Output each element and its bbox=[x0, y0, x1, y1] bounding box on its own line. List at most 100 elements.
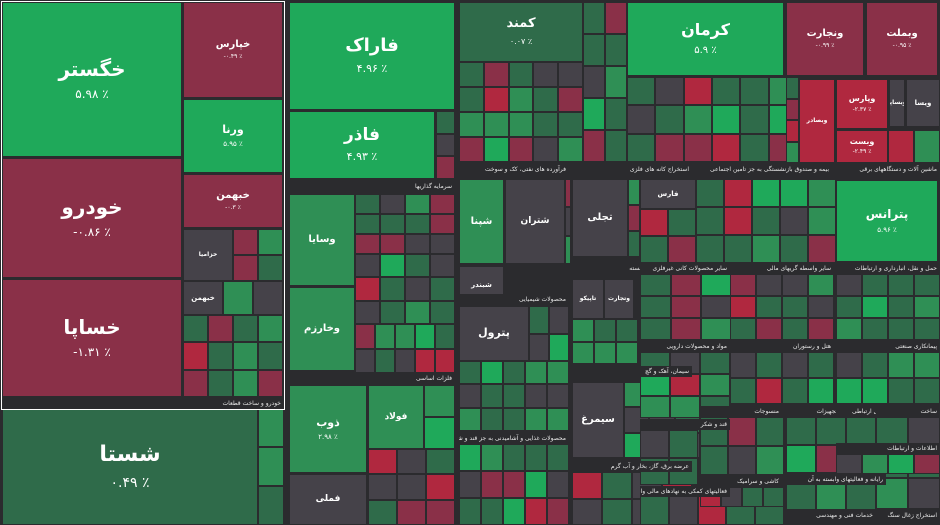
tile-17[interactable]: ویسا bbox=[906, 79, 940, 127]
symbol-tile[interactable] bbox=[862, 378, 888, 404]
symbol-tile[interactable] bbox=[914, 130, 940, 163]
symbol-tile[interactable] bbox=[430, 214, 455, 234]
symbol-tile[interactable] bbox=[424, 385, 455, 417]
symbol-tile[interactable] bbox=[808, 235, 836, 263]
symbol-tile[interactable] bbox=[549, 333, 569, 361]
symbol-tile[interactable] bbox=[583, 2, 605, 34]
symbol-tile[interactable] bbox=[730, 352, 756, 378]
symbol-tile[interactable] bbox=[459, 384, 481, 408]
symbol-tile[interactable] bbox=[640, 430, 669, 458]
symbol-tile[interactable] bbox=[700, 352, 730, 374]
symbol-tile[interactable] bbox=[780, 179, 808, 207]
symbol-tile[interactable] bbox=[756, 352, 782, 378]
symbol-tile[interactable] bbox=[368, 499, 397, 525]
symbol-tile[interactable] bbox=[430, 277, 455, 301]
symbol-tile[interactable] bbox=[914, 296, 940, 318]
tile-11[interactable]: کمند ۰.۰۷ ٪ bbox=[459, 2, 583, 62]
symbol-tile[interactable] bbox=[908, 478, 940, 509]
symbol-tile[interactable] bbox=[740, 105, 769, 134]
symbol-tile[interactable] bbox=[380, 194, 405, 214]
symbol-tile[interactable] bbox=[640, 396, 670, 418]
symbol-tile[interactable] bbox=[503, 498, 525, 525]
symbol-tile[interactable] bbox=[640, 296, 671, 318]
symbol-tile[interactable] bbox=[756, 417, 784, 446]
symbol-tile[interactable] bbox=[415, 348, 435, 373]
symbol-tile[interactable] bbox=[724, 207, 752, 235]
symbol-tile[interactable] bbox=[846, 417, 876, 445]
symbol-tile[interactable] bbox=[380, 234, 405, 254]
symbol-tile[interactable] bbox=[558, 112, 583, 137]
symbol-tile[interactable] bbox=[888, 454, 914, 474]
symbol-tile[interactable] bbox=[355, 277, 380, 301]
symbol-tile[interactable] bbox=[533, 112, 559, 137]
symbol-tile[interactable] bbox=[405, 254, 430, 278]
symbol-tile[interactable] bbox=[583, 130, 605, 162]
symbol-tile[interactable] bbox=[740, 133, 769, 162]
symbol-tile[interactable] bbox=[459, 498, 481, 525]
symbol-tile[interactable] bbox=[756, 318, 782, 340]
tile-3[interactable]: خساپا -۱.۳۱ ٪ bbox=[2, 279, 182, 397]
symbol-tile[interactable] bbox=[701, 296, 732, 318]
symbol-tile[interactable] bbox=[782, 352, 808, 378]
symbol-tile[interactable] bbox=[565, 207, 571, 236]
symbol-tile[interactable] bbox=[640, 236, 668, 263]
symbol-tile[interactable] bbox=[183, 369, 208, 397]
symbol-tile[interactable] bbox=[436, 133, 455, 157]
symbol-tile[interactable] bbox=[375, 348, 395, 373]
symbol-tile[interactable] bbox=[763, 487, 784, 507]
symbol-tile[interactable] bbox=[786, 77, 799, 99]
tile-23[interactable]: فولاد bbox=[368, 385, 424, 449]
symbol-tile[interactable] bbox=[583, 34, 605, 66]
tile-28[interactable]: پترول bbox=[459, 306, 529, 361]
symbol-tile[interactable] bbox=[430, 300, 455, 324]
tile-30[interactable]: تجلی bbox=[572, 179, 628, 257]
symbol-tile[interactable] bbox=[572, 319, 594, 342]
symbol-tile[interactable] bbox=[481, 471, 503, 498]
symbol-tile[interactable] bbox=[355, 348, 375, 373]
tile-8[interactable]: خزامیا bbox=[183, 229, 233, 281]
symbol-tile[interactable] bbox=[483, 137, 509, 162]
tile-35[interactable]: خبهمن bbox=[183, 281, 223, 315]
symbol-tile[interactable] bbox=[547, 407, 569, 431]
symbol-tile[interactable] bbox=[888, 378, 914, 404]
symbol-tile[interactable] bbox=[208, 342, 233, 370]
symbol-tile[interactable] bbox=[808, 318, 834, 340]
symbol-tile[interactable] bbox=[503, 384, 525, 408]
symbol-tile[interactable] bbox=[786, 484, 816, 510]
symbol-tile[interactable] bbox=[655, 105, 684, 134]
symbol-tile[interactable] bbox=[375, 324, 395, 349]
symbol-tile[interactable] bbox=[459, 471, 481, 498]
symbol-tile[interactable] bbox=[700, 374, 730, 396]
symbol-tile[interactable] bbox=[627, 77, 656, 106]
tile-19[interactable]: وبست -۲.۴۹ ٪ bbox=[836, 130, 888, 163]
symbol-tile[interactable] bbox=[405, 234, 430, 254]
symbol-tile[interactable] bbox=[380, 214, 405, 234]
symbol-tile[interactable] bbox=[395, 324, 415, 349]
symbol-tile[interactable] bbox=[183, 315, 208, 343]
symbol-tile[interactable] bbox=[808, 378, 834, 404]
symbol-tile[interactable] bbox=[862, 318, 888, 340]
tile-7[interactable]: خبهمن -۰.۳ ٪ bbox=[183, 174, 283, 228]
symbol-tile[interactable] bbox=[572, 341, 594, 364]
symbol-tile[interactable] bbox=[730, 274, 756, 296]
symbol-tile[interactable] bbox=[640, 209, 668, 236]
tile-9[interactable]: فاراک ۴.۹۶ ٪ bbox=[289, 2, 455, 110]
symbol-tile[interactable] bbox=[397, 499, 426, 525]
symbol-tile[interactable] bbox=[258, 255, 283, 281]
symbol-tile[interactable] bbox=[547, 444, 569, 471]
symbol-tile[interactable] bbox=[724, 235, 752, 263]
symbol-tile[interactable] bbox=[640, 374, 670, 396]
symbol-tile[interactable] bbox=[368, 449, 397, 475]
symbol-tile[interactable] bbox=[395, 348, 415, 373]
symbol-tile[interactable] bbox=[728, 417, 756, 446]
symbol-tile[interactable] bbox=[730, 296, 756, 318]
symbol-tile[interactable] bbox=[640, 318, 671, 340]
symbol-tile[interactable] bbox=[816, 417, 846, 445]
symbol-tile[interactable] bbox=[670, 318, 702, 340]
symbol-tile[interactable] bbox=[435, 348, 455, 373]
symbol-tile[interactable] bbox=[752, 207, 780, 235]
symbol-tile[interactable] bbox=[426, 449, 455, 475]
symbol-tile[interactable] bbox=[415, 324, 435, 349]
symbol-tile[interactable] bbox=[655, 133, 684, 162]
symbol-tile[interactable] bbox=[508, 137, 534, 162]
